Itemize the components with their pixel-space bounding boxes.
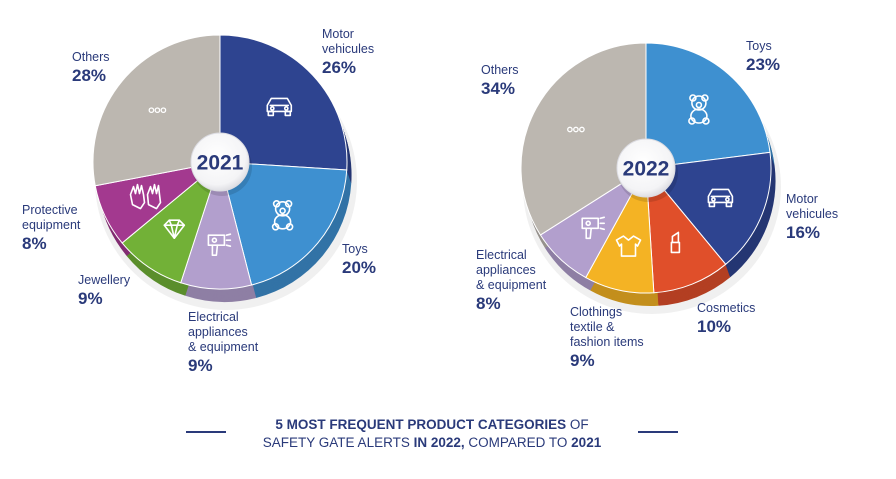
pie-slice-toys	[645, 42, 771, 169]
pie-chart-2022: 2022	[520, 42, 781, 314]
slice-label: Others 34%	[481, 63, 519, 98]
caption-line-2: SAFETY GATE ALERTS IN 2022, COMPARED TO …	[263, 435, 602, 450]
caption-line2-regular-b: COMPARED TO	[465, 435, 572, 450]
pie-slice-motor-vehicules	[645, 151, 772, 266]
category-name-line: Motor	[322, 27, 354, 41]
caption-line2-bold-a: IN 2022,	[414, 435, 465, 450]
category-percent: 8%	[476, 294, 501, 313]
car-icon	[266, 97, 293, 117]
category-percent: 8%	[22, 234, 47, 253]
caption-line2-bold-b: 2021	[571, 435, 602, 450]
category-percent: 10%	[697, 317, 731, 336]
dots-icon	[567, 126, 585, 133]
chart-caption: 5 MOST FREQUENT PRODUCT CATEGORIES OF SA…	[186, 417, 678, 450]
pie-slice-motor-vehicules	[219, 34, 348, 171]
category-percent: 9%	[570, 351, 595, 370]
category-name-line: Toys	[342, 242, 368, 256]
category-percent: 9%	[78, 289, 103, 308]
category-name-line: equipment	[22, 218, 81, 232]
hair-dryer-icon	[581, 216, 606, 240]
slice-label: Others 28%	[72, 50, 110, 85]
hair-dryer-icon	[207, 233, 232, 256]
gloves-icon	[129, 183, 162, 210]
category-name-line: & equipment	[476, 278, 547, 292]
category-name-line: Cosmetics	[697, 301, 755, 315]
slice-label: Toys 23%	[746, 39, 780, 74]
year-label: 2022	[623, 158, 670, 181]
category-percent: 26%	[322, 58, 356, 77]
category-percent: 23%	[746, 55, 780, 74]
category-name-line: Protective	[22, 203, 78, 217]
shirt-icon	[615, 235, 642, 257]
teddy-bear-icon	[688, 94, 710, 125]
category-name-line: Electrical	[476, 248, 527, 262]
category-name-line: appliances	[476, 263, 536, 277]
category-name-line: fashion items	[570, 335, 644, 349]
category-name-line: Toys	[746, 39, 772, 53]
category-name-line: & equipment	[188, 340, 259, 354]
center-hub	[616, 138, 676, 198]
pie-slice-toys	[219, 161, 348, 286]
category-percent: 16%	[786, 223, 820, 242]
pie-slice-cosmetics	[645, 166, 727, 294]
category-name-line: Motor	[786, 192, 818, 206]
category-name-line: textile &	[570, 320, 615, 334]
teddy-bear-icon	[271, 200, 294, 231]
category-name-line: Jewellery	[78, 273, 131, 287]
pie-chart-2021: 2021	[92, 34, 357, 310]
slice-label: Toys 20%	[342, 242, 376, 277]
caption-line1-regular: OF	[566, 417, 589, 432]
diamond-icon	[163, 219, 186, 239]
caption-line2-regular-a: SAFETY GATE ALERTS	[263, 435, 414, 450]
category-name-line: vehicules	[322, 42, 374, 56]
category-name-line: Electrical	[188, 310, 239, 324]
category-percent: 20%	[342, 258, 376, 277]
slice-label: Cosmetics 10%	[697, 301, 755, 336]
car-icon	[707, 188, 734, 208]
dots-icon	[148, 107, 167, 114]
category-percent: 28%	[72, 66, 106, 85]
caption-line1-bold: 5 MOST FREQUENT PRODUCT CATEGORIES	[275, 417, 566, 432]
category-name-line: Others	[72, 50, 110, 64]
slice-label: Jewellery 9%	[78, 273, 131, 308]
center-hub	[190, 132, 250, 192]
category-percent: 34%	[481, 79, 515, 98]
year-label: 2021	[197, 152, 244, 175]
pie-slice-others	[520, 42, 647, 236]
pie-slice-others	[92, 34, 221, 187]
category-name-line: Clothings	[570, 305, 622, 319]
category-name-line: Others	[481, 63, 519, 77]
lipstick-icon	[670, 231, 681, 254]
caption-line-1: 5 MOST FREQUENT PRODUCT CATEGORIES OF	[275, 417, 588, 432]
category-name-line: appliances	[188, 325, 248, 339]
category-percent: 9%	[188, 356, 213, 375]
category-name-line: vehicules	[786, 207, 838, 221]
